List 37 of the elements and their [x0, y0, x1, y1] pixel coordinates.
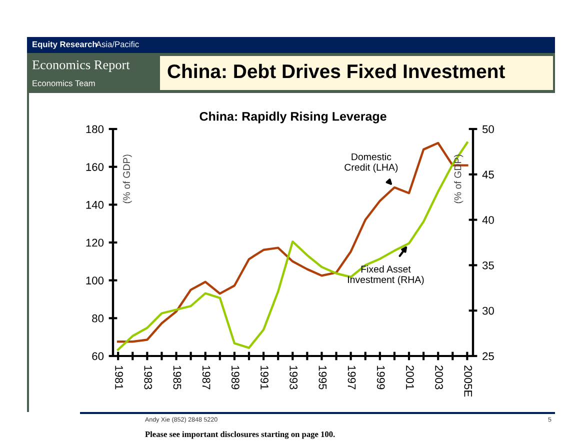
x-tick-label: 1981	[115, 366, 123, 390]
y2-tick-label: 45	[482, 170, 494, 179]
y-tick-label: 60	[92, 352, 104, 360]
series-label: Domestic Credit (LHA)	[344, 153, 398, 173]
x-tick-label: 1987	[202, 366, 210, 390]
text: Please see important disclosures starting on page 100.	[145, 431, 335, 439]
x-tick-label: 1993	[290, 366, 298, 390]
text: China: Debt Drives Fixed Investment	[168, 64, 505, 78]
y-tick-label: 180	[86, 125, 104, 134]
text: Economics Team	[32, 80, 95, 86]
x-tick-label: 2001	[406, 366, 414, 390]
y2-axis-title: (% of GDP)	[454, 154, 464, 204]
x-tick-label: 2003	[435, 366, 443, 390]
chart-title: China: Rapidly Rising Leverage	[200, 112, 386, 124]
y-tick-label: 140	[86, 200, 104, 209]
y-axis-title: (% of GDP)	[122, 154, 132, 204]
text: Asia/Pacific	[96, 41, 139, 48]
x-tick-label: 1999	[376, 366, 385, 390]
y-tick-label: 160	[86, 163, 104, 171]
y2-tick-label: 35	[482, 261, 494, 270]
y-tick-label: 80	[92, 314, 104, 322]
text: Economics Report	[32, 60, 130, 72]
x-tick-label: 2005E	[464, 366, 472, 397]
y-tick-label: 120	[86, 238, 104, 247]
y2-tick-label: 50	[482, 125, 494, 134]
y2-tick-label: 25	[482, 352, 494, 360]
text: Equity Research	[32, 41, 97, 49]
y2-tick-label: 40	[482, 216, 494, 224]
x-tick-label: 1991	[260, 366, 268, 390]
x-tick-label: 1989	[231, 366, 240, 390]
x-tick-label: 1997	[348, 366, 356, 390]
x-tick-label: 1985	[173, 366, 182, 390]
y-tick-label: 100	[86, 276, 104, 284]
series-label: Fixed Asset Investment (RHA)	[348, 265, 424, 285]
y2-tick-label: 30	[482, 306, 494, 315]
x-tick-label: 1983	[144, 366, 152, 390]
x-tick-label: 1995	[318, 366, 327, 390]
